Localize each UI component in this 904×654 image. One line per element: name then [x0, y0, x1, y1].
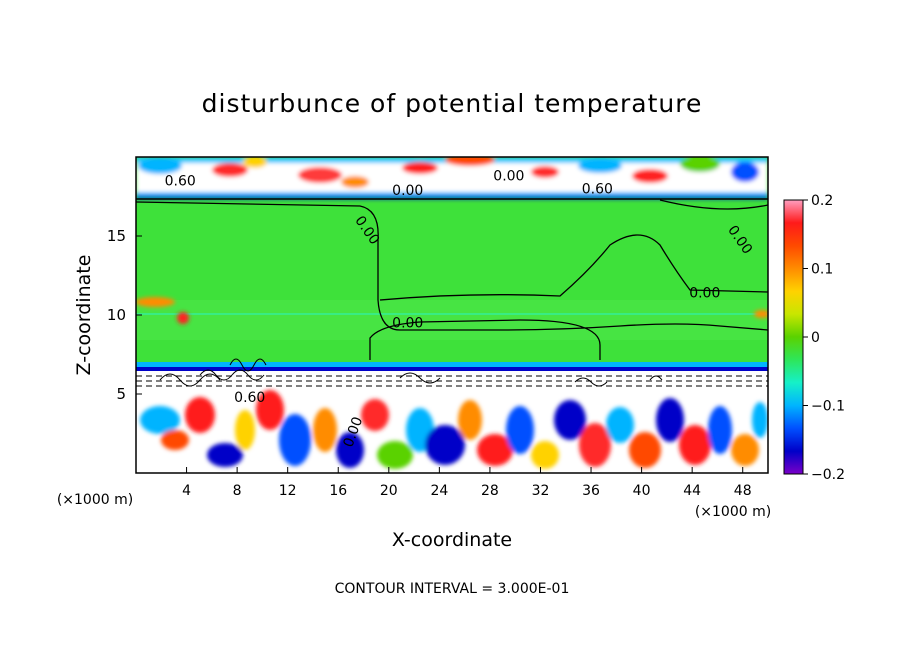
contour-label: 0.60: [582, 181, 613, 197]
contour-label: 0.00: [392, 316, 423, 332]
contour-label: 0.60: [234, 390, 265, 406]
plot-area: [136, 157, 768, 473]
x-tick-label: 20: [380, 483, 398, 499]
upper-turbulent-layer: [136, 157, 768, 199]
x-tick-label: 36: [582, 483, 600, 499]
contour-interval-note: CONTOUR INTERVAL = 3.000E-01: [335, 581, 570, 597]
colorbar-fill: [784, 200, 803, 474]
x-tick-label: 12: [279, 483, 297, 499]
y-tick-label: 10: [107, 306, 126, 324]
x-tick-label: 4: [182, 483, 191, 499]
x-tick-label: 16: [329, 483, 347, 499]
x-tick-label: 44: [683, 483, 701, 499]
chart-title: disturbunce of potential temperature: [202, 89, 703, 118]
x-unit-left: (×1000 m): [57, 492, 133, 508]
x-tick-label: 8: [233, 483, 242, 499]
lower-turbulent-layer: [136, 362, 768, 473]
colorbar-tick-label: −0.1: [811, 399, 845, 415]
contour-label: 0.60: [165, 173, 196, 189]
x-axis-label: X-coordinate: [392, 529, 512, 551]
colorbar-ticks: 0.2 0.1 0 −0.1 −0.2: [803, 193, 845, 483]
contour-lines: [136, 199, 768, 360]
convective-contours: [159, 358, 663, 387]
y-axis-label: Z-coordinate: [73, 255, 95, 376]
y-axis-ticks: 5 10 15: [107, 227, 142, 403]
x-axis-ticks: 4 8 12 16 20 24 28 32 36 40 44 48: [182, 467, 752, 499]
y-tick-label: 5: [116, 385, 126, 403]
contour-label: 0.00: [493, 169, 524, 185]
colorbar-tick-label: 0: [811, 330, 820, 346]
edge-features: [136, 297, 768, 324]
field-cyan-line: [136, 313, 768, 315]
x-tick-label: 48: [734, 483, 752, 499]
y-tick-label: 15: [107, 227, 126, 245]
x-unit-right: (×1000 m): [695, 504, 771, 520]
colorbar: 0.2 0.1 0 −0.1 −0.2: [783, 193, 845, 483]
x-tick-label: 24: [430, 483, 448, 499]
contour-label: 0.00: [689, 286, 720, 302]
field-band: [136, 300, 768, 340]
x-tick-label: 28: [481, 483, 499, 499]
x-tick-label: 32: [532, 483, 550, 499]
x-tick-label: 40: [633, 483, 651, 499]
colorbar-tick-label: 0.2: [811, 193, 833, 209]
colorbar-tick-label: −0.2: [811, 467, 845, 483]
contour-label: 0.00: [392, 183, 423, 199]
colorbar-tick-label: 0.1: [811, 262, 833, 278]
